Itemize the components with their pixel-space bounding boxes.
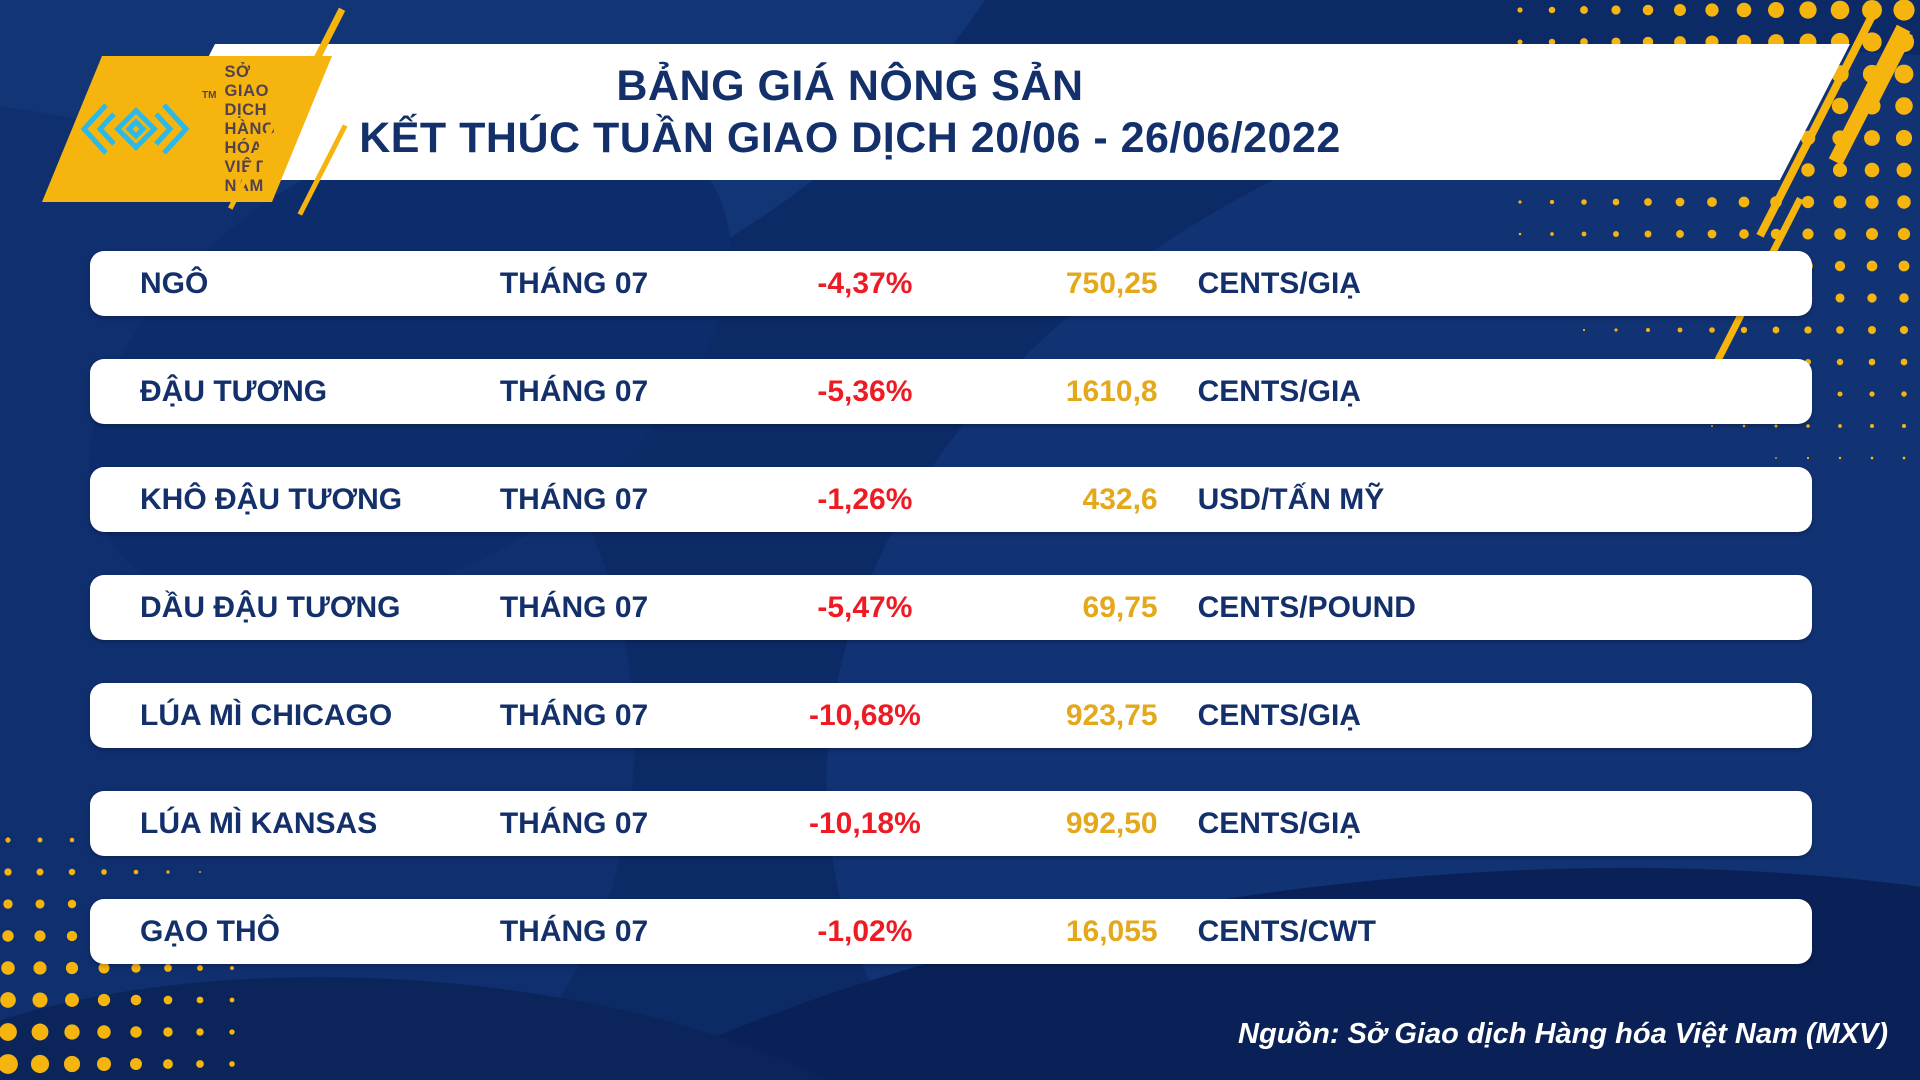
price-value: 750,25 bbox=[1065, 266, 1158, 300]
commodity-name: KHÔ ĐẬU TƯƠNG bbox=[140, 482, 403, 516]
commodity-name: GẠO THÔ bbox=[140, 914, 280, 948]
table-row: DẦU ĐẬU TƯƠNG THÁNG 07 -5,47% 69,75 CENT… bbox=[90, 575, 1812, 640]
commodity-name: ĐẬU TƯƠNG bbox=[140, 374, 328, 408]
contract-month: THÁNG 07 bbox=[499, 266, 649, 300]
table-row: LÚA MÌ CHICAGO THÁNG 07 -10,68% 923,75 C… bbox=[90, 683, 1812, 748]
price-value: 432,6 bbox=[1082, 482, 1158, 516]
weekly-change: -10,18% bbox=[809, 806, 921, 840]
source-credit: Nguồn: Sở Giao dịch Hàng hóa Việt Nam (M… bbox=[1238, 1018, 1888, 1050]
weekly-change: -4,37% bbox=[817, 266, 913, 300]
contract-month: THÁNG 07 bbox=[499, 590, 649, 624]
price-unit: CENTS/CWT bbox=[1197, 914, 1376, 948]
table-row: ĐẬU TƯƠNG THÁNG 07 -5,36% 1610,8 CENTS/G… bbox=[90, 359, 1812, 424]
price-unit: CENTS/GIẠ bbox=[1197, 698, 1361, 732]
commodity-name: LÚA MÌ CHICAGO bbox=[140, 698, 393, 732]
weekly-change: -1,02% bbox=[817, 914, 913, 948]
price-unit: USD/TẤN MỸ bbox=[1197, 482, 1385, 516]
table-row: NGÔ THÁNG 07 -4,37% 750,25 CENTS/GIẠ bbox=[90, 251, 1812, 316]
trademark-label: TM bbox=[202, 90, 217, 101]
price-unit: CENTS/GIẠ bbox=[1197, 266, 1361, 300]
price-value: 992,50 bbox=[1065, 806, 1158, 840]
table-row: LÚA MÌ KANSAS THÁNG 07 -10,18% 992,50 CE… bbox=[90, 791, 1812, 856]
contract-month: THÁNG 07 bbox=[499, 482, 649, 516]
price-unit: CENTS/GIẠ bbox=[1197, 374, 1361, 408]
price-value: 16,055 bbox=[1065, 914, 1158, 948]
weekly-change: -5,47% bbox=[817, 590, 913, 624]
price-value: 1610,8 bbox=[1065, 374, 1158, 408]
weekly-change: -10,68% bbox=[809, 698, 921, 732]
commodity-name: DẦU ĐẬU TƯƠNG bbox=[140, 590, 401, 624]
commodity-name: LÚA MÌ KANSAS bbox=[140, 806, 378, 840]
price-value: 69,75 bbox=[1082, 590, 1158, 624]
weekly-change: -1,26% bbox=[817, 482, 913, 516]
contract-month: THÁNG 07 bbox=[499, 806, 649, 840]
table-row: KHÔ ĐẬU TƯƠNG THÁNG 07 -1,26% 432,6 USD/… bbox=[90, 467, 1812, 532]
weekly-change: -5,36% bbox=[817, 374, 913, 408]
commodity-name: NGÔ bbox=[140, 266, 209, 300]
mxv-org-name: SỞ GIAO DỊCH HÀNG HÓA VIỆT NAM bbox=[224, 62, 276, 195]
contract-month: THÁNG 07 bbox=[499, 914, 649, 948]
contract-month: THÁNG 07 bbox=[499, 374, 649, 408]
mxv-logo-icon bbox=[80, 103, 190, 155]
price-value: 923,75 bbox=[1065, 698, 1158, 732]
contract-month: THÁNG 07 bbox=[499, 698, 649, 732]
price-unit: CENTS/GIẠ bbox=[1197, 806, 1361, 840]
price-unit: CENTS/POUND bbox=[1197, 590, 1416, 624]
price-table: NGÔ THÁNG 07 -4,37% 750,25 CENTS/GIẠ ĐẬU… bbox=[90, 251, 1812, 1007]
table-row: GẠO THÔ THÁNG 07 -1,02% 16,055 CENTS/CWT bbox=[90, 899, 1812, 964]
